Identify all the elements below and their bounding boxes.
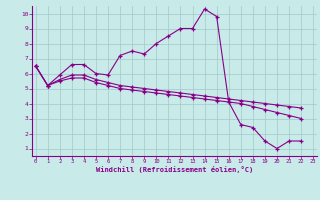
X-axis label: Windchill (Refroidissement éolien,°C): Windchill (Refroidissement éolien,°C) (96, 166, 253, 173)
